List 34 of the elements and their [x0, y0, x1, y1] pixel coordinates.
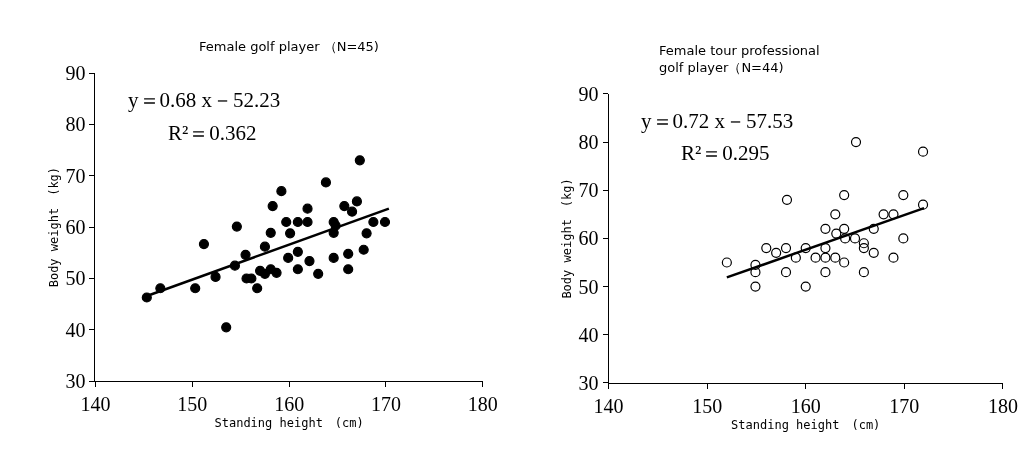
y-tick-label: 50 [65, 267, 86, 290]
x-axis-title: Standing height (cm) [731, 417, 881, 432]
x-tick-label: 170 [370, 393, 401, 416]
y-axis-title: Body weight (kg) [46, 166, 61, 288]
chart-title: Female tour professional golf player（N=44) [659, 43, 820, 75]
x-tick-label: 160 [274, 393, 305, 416]
x-tick-label: 150 [692, 394, 723, 417]
chart-title: Female golf player （N=45) [199, 39, 379, 54]
y-tick-label: 90 [578, 82, 599, 105]
x-tick-label: 180 [467, 393, 498, 416]
annotation: y＝0.72 x－57.53 [641, 109, 794, 133]
x-tick-label: 150 [177, 393, 208, 416]
y-tick-label: 30 [578, 371, 599, 394]
y-tick-label: 80 [578, 131, 599, 154]
y-tick-label: 30 [65, 370, 86, 393]
y-tick-label: 60 [65, 216, 86, 239]
annotation: R²＝0.295 [681, 141, 770, 165]
y-tick-label: 40 [578, 323, 599, 346]
x-tick-label: 140 [80, 393, 111, 416]
y-tick-label: 80 [65, 113, 86, 136]
x-tick-label: 160 [790, 394, 821, 417]
x-tick-label: 140 [593, 394, 624, 417]
y-tick-label: 90 [65, 62, 86, 85]
x-tick-label: 170 [889, 394, 920, 417]
y-tick-label: 70 [65, 164, 86, 187]
x-tick-label: 180 [987, 394, 1018, 417]
annotation: R²＝0.362 [168, 121, 257, 145]
y-tick-label: 70 [578, 179, 599, 202]
annotation: y＝0.68 x－52.23 [128, 88, 281, 112]
y-tick-label: 60 [578, 227, 599, 250]
y-tick-label: 50 [578, 275, 599, 298]
y-tick-label: 40 [65, 318, 86, 341]
y-axis-title: Body weight (kg) [559, 178, 574, 299]
x-axis-title: Standing height (cm) [214, 416, 364, 431]
